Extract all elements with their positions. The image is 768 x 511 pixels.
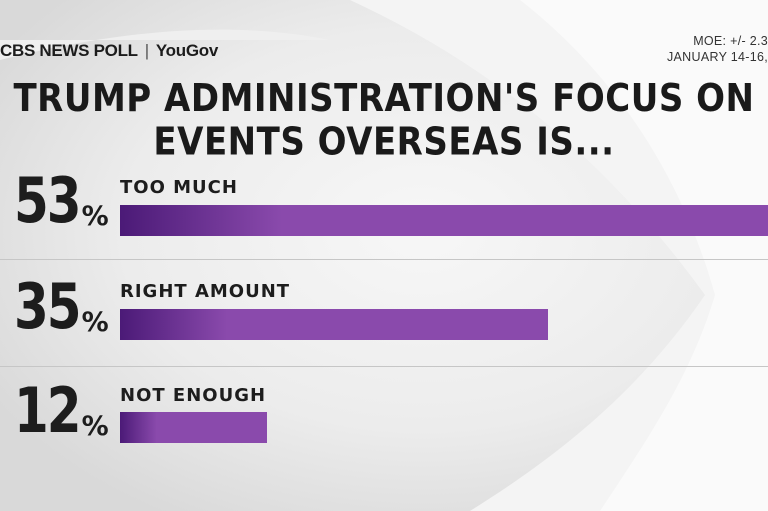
percent-sign: % — [81, 201, 109, 232]
bar-too-much — [120, 205, 768, 236]
value-label: 35 % — [14, 270, 109, 344]
row-divider — [0, 259, 768, 260]
percent-sign: % — [81, 411, 109, 442]
margin-of-error: MOE: +/- 2.3 JANUARY 14-16, — [667, 33, 768, 65]
category-label: TOO MUCH — [120, 177, 238, 198]
category-label: NOT ENOUGH — [120, 385, 267, 406]
chart-title: TRUMP ADMINISTRATION'S FOCUS ON EVENTS O… — [0, 77, 768, 164]
value-number: 35 — [14, 270, 82, 343]
bar-right-amount — [120, 309, 548, 340]
value-label: 53 % — [14, 164, 109, 238]
moe-text: MOE: +/- 2.3 — [693, 34, 768, 48]
source-separator: | — [144, 41, 149, 60]
category-label: RIGHT AMOUNT — [120, 281, 291, 302]
value-label: 12 % — [14, 374, 109, 448]
poll-dates: JANUARY 14-16, — [666, 50, 768, 64]
value-number: 12 — [14, 374, 82, 447]
row-divider — [0, 366, 768, 367]
poll-source: CBS NEWS POLL | YouGov — [0, 39, 218, 63]
source-partner: YouGov — [155, 41, 219, 60]
source-brand: CBS NEWS POLL — [0, 41, 138, 60]
chart-title-line-1: TRUMP ADMINISTRATION'S FOCUS ON — [13, 76, 755, 121]
bar-not-enough — [120, 412, 267, 443]
chart-title-line-2: EVENTS OVERSEAS IS... — [153, 119, 615, 165]
value-number: 53 — [14, 164, 82, 237]
percent-sign: % — [81, 307, 109, 338]
